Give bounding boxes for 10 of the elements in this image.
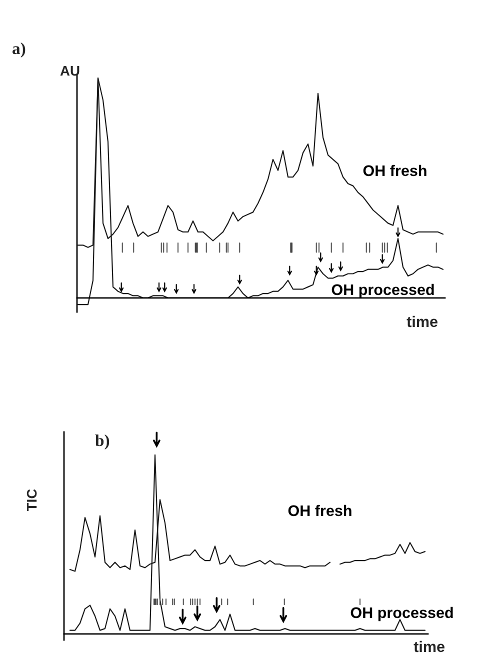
series-label: OH processed xyxy=(332,284,434,298)
x-axis-title: time xyxy=(406,316,438,328)
series-label: OH fresh xyxy=(363,164,426,176)
text: OH fresh xyxy=(288,504,352,516)
y-axis-title: AU xyxy=(60,66,80,76)
y-axis-title: TIC xyxy=(26,489,37,512)
chart-title: a) xyxy=(12,42,26,58)
x-axis-title: time xyxy=(414,640,444,652)
series-label: OH processed xyxy=(350,606,453,622)
chart-title: b) xyxy=(95,434,110,450)
